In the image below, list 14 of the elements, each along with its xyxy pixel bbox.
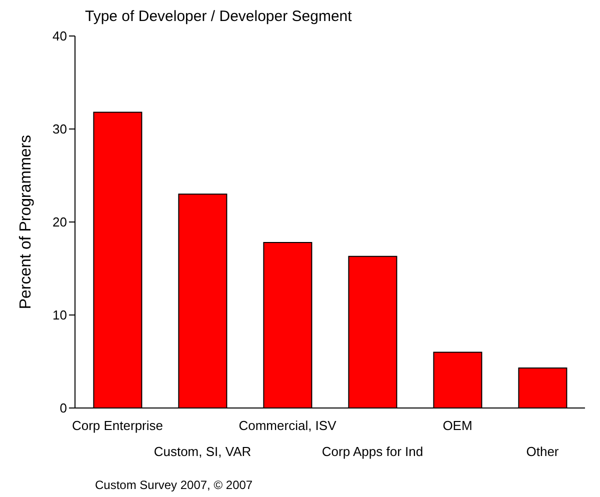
x-tick-label: Other [526, 444, 560, 459]
y-tick-label: 0 [60, 400, 67, 416]
y-tick-label: 10 [52, 308, 67, 323]
x-tick-label: Custom, SI, VAR [154, 444, 252, 459]
y-tick-label: 40 [52, 28, 67, 44]
y-tick-label: 30 [52, 122, 67, 137]
text: Custom Survey 2007, © 2007 [95, 478, 253, 492]
y-tick-label: 20 [52, 214, 67, 230]
x-tick-label: Commercial, ISV [238, 418, 337, 433]
y-axis-title: Percent of Programmers [18, 134, 35, 310]
x-tick-label: Corp Apps for Ind [322, 444, 424, 459]
x-tick-label: Corp Enterprise [72, 418, 164, 433]
chart-title: Type of Developer / Developer Segment [85, 8, 352, 25]
x-tick-label: OEM [442, 418, 472, 433]
